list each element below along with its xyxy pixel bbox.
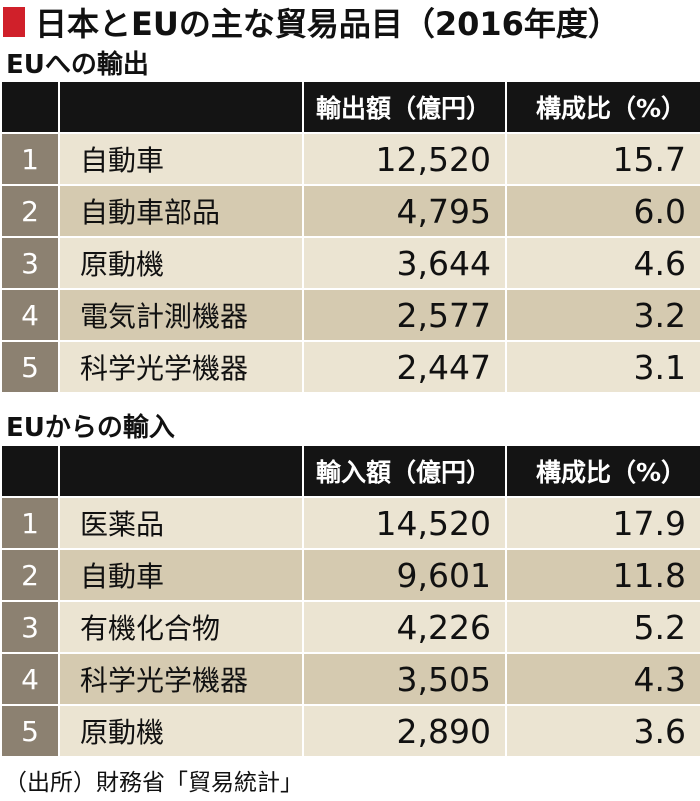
export-table-row: 4 電気計測機器 2,577 3.2 [0,288,700,342]
import-item-name-cell: 原動機 [58,704,304,758]
export-table-row: 5 科学光学機器 2,447 3.1 [0,340,700,394]
export-item-name-cell: 電気計測機器 [58,288,304,342]
export-amount-cell: 12,520 [302,132,507,186]
export-item-header-cell [58,80,304,134]
import-table: 輸入額（億円） 構成比（%） 1 医薬品 14,520 17.9 2 自動車 9,601 11.8… [0,444,700,758]
export-rank-cell: 2 [0,184,60,238]
import-share-cell: 17.9 [505,496,700,550]
export-amount-cell: 2,577 [302,288,507,342]
import-amount-cell: 14,520 [302,496,507,550]
import-header-row: 輸入額（億円） 構成比（%） [0,444,700,498]
export-table-row: 2 自動車部品 4,795 6.0 [0,184,700,238]
import-rank-cell: 5 [0,704,60,758]
import-amount-cell: 2,890 [302,704,507,758]
export-share-cell: 4.6 [505,236,700,290]
import-amount-cell: 9,601 [302,548,507,602]
export-table-row: 1 自動車 12,520 15.7 [0,132,700,186]
import-rank-cell: 4 [0,652,60,706]
import-rank-header-cell [0,444,60,498]
import-share-cell: 4.3 [505,652,700,706]
export-rank-header-cell [0,80,60,134]
import-item-name-cell: 自動車 [58,548,304,602]
import-share-cell: 3.6 [505,704,700,758]
import-table-row: 4 科学光学機器 3,505 4.3 [0,652,700,706]
import-section-label: EUからの輸入 [6,413,175,443]
import-item-name-cell: 科学光学機器 [58,652,304,706]
import-value-header-cell: 輸入額（億円） [302,444,507,498]
import-amount-cell: 4,226 [302,600,507,654]
import-table-row: 2 自動車 9,601 11.8 [0,548,700,602]
import-item-header-cell [58,444,304,498]
export-item-name-cell: 自動車部品 [58,184,304,238]
export-share-cell: 6.0 [505,184,700,238]
export-rank-cell: 1 [0,132,60,186]
export-amount-cell: 4,795 [302,184,507,238]
import-share-cell: 5.2 [505,600,700,654]
import-item-name-cell: 医薬品 [58,496,304,550]
export-share-cell: 3.2 [505,288,700,342]
export-amount-cell: 3,644 [302,236,507,290]
import-share-header-cell: 構成比（%） [505,444,700,498]
title-marker [3,7,25,37]
export-item-name-cell: 科学光学機器 [58,340,304,394]
export-item-name-cell: 原動機 [58,236,304,290]
export-section-label: EUへの輸出 [6,50,149,80]
import-table-row: 3 有機化合物 4,226 5.2 [0,600,700,654]
export-item-name-cell: 自動車 [58,132,304,186]
import-item-name-cell: 有機化合物 [58,600,304,654]
export-amount-cell: 2,447 [302,340,507,394]
import-table-row: 5 原動機 2,890 3.6 [0,704,700,758]
chart-title-bar: 日本とEUの主な貿易品目（2016年度） [0,2,700,43]
import-table-row: 1 医薬品 14,520 17.9 [0,496,700,550]
export-rank-cell: 4 [0,288,60,342]
export-share-cell: 15.7 [505,132,700,186]
export-value-header-cell: 輸出額（億円） [302,80,507,134]
export-table-row: 3 原動機 3,644 4.6 [0,236,700,290]
import-rank-cell: 1 [0,496,60,550]
import-amount-cell: 3,505 [302,652,507,706]
export-header-row: 輸出額（億円） 構成比（%） [0,80,700,134]
export-rank-cell: 5 [0,340,60,394]
import-share-cell: 11.8 [505,548,700,602]
chart-title: 日本とEUの主な貿易品目（2016年度） [35,5,620,43]
export-rank-cell: 3 [0,236,60,290]
export-share-header-cell: 構成比（%） [505,80,700,134]
source-note: （出所）財務省「貿易統計」 [4,770,303,796]
import-rank-cell: 2 [0,548,60,602]
export-table: 輸出額（億円） 構成比（%） 1 自動車 12,520 15.7 2 自動車部品 4,795 6.… [0,80,700,394]
export-share-cell: 3.1 [505,340,700,394]
import-rank-cell: 3 [0,600,60,654]
